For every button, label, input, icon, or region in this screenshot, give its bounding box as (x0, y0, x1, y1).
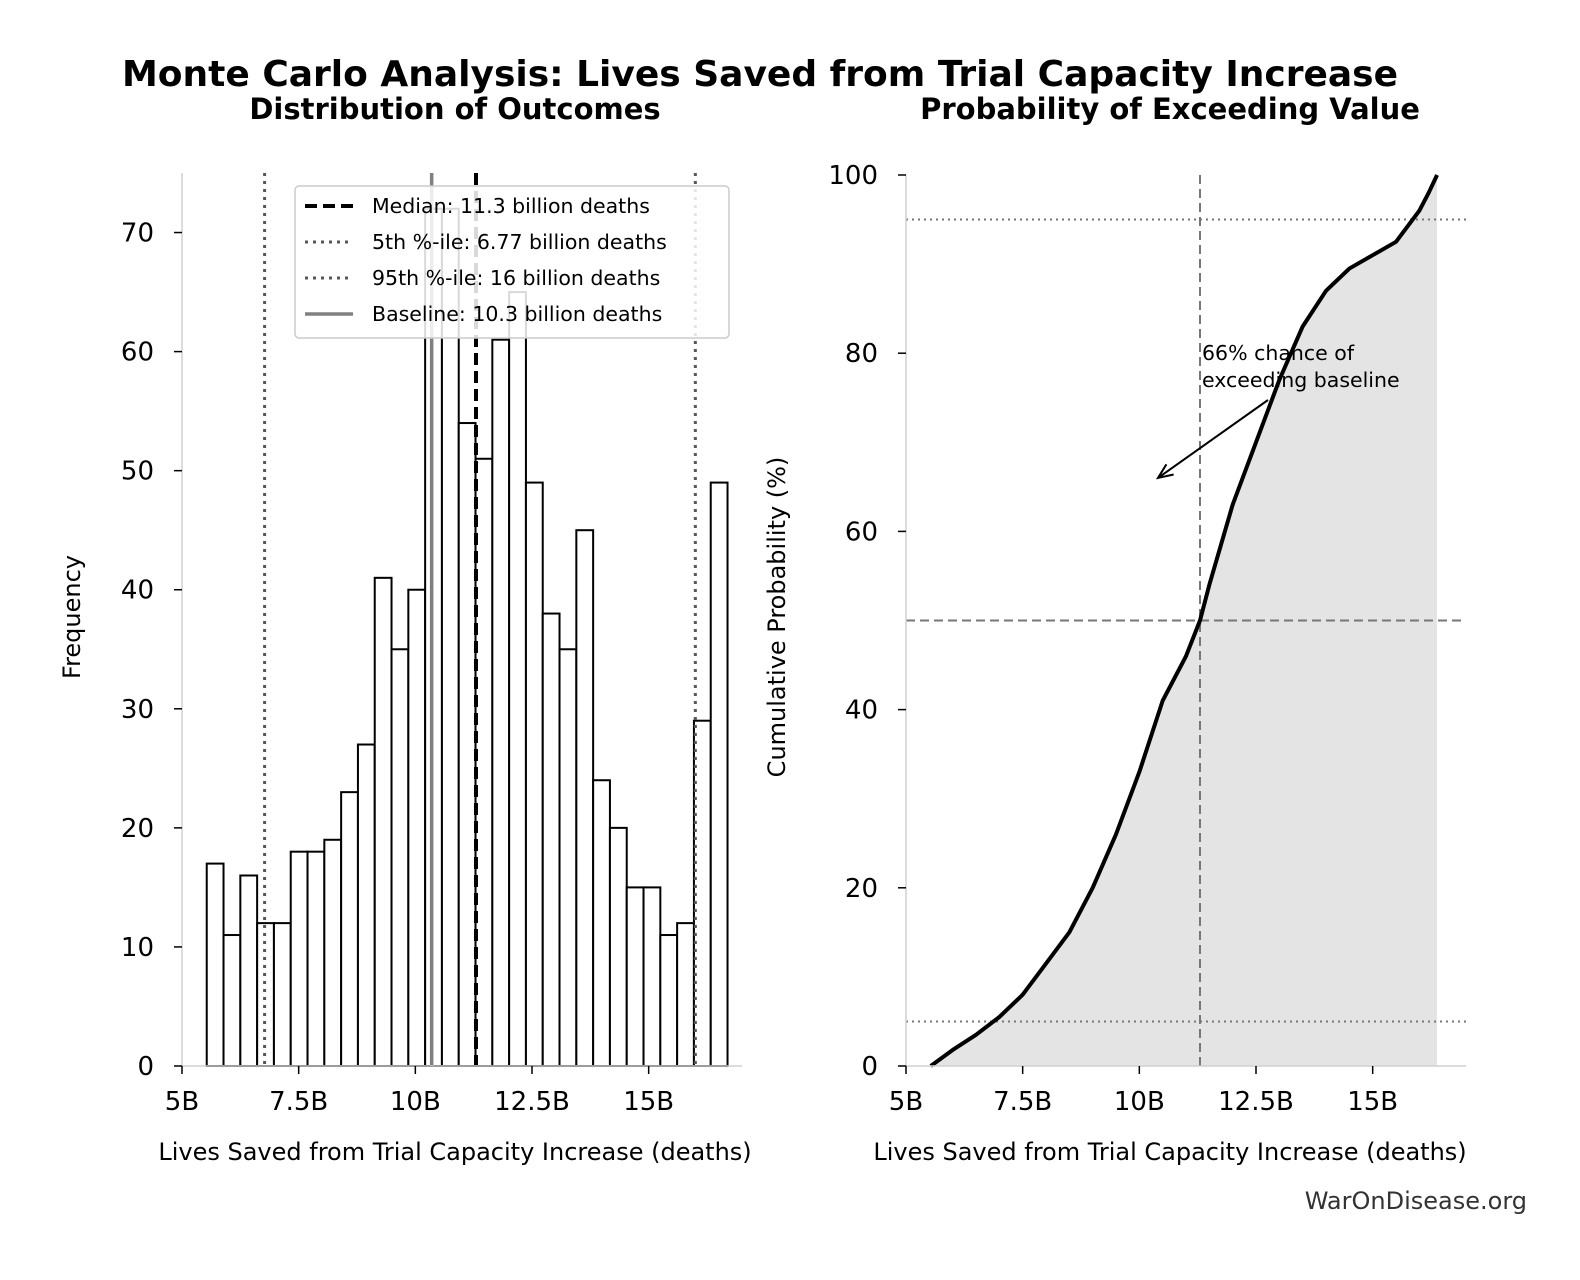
histogram-bar (390, 648, 410, 1067)
legend-label: Baseline: 10.3 billion deaths (372, 302, 662, 326)
x-tick-label: 15B (623, 1087, 674, 1117)
histogram-bar (356, 743, 376, 1068)
y-tick-label: 70 (121, 219, 154, 249)
left-y-axis-label: Frequency (58, 555, 86, 679)
y-tick-label: 20 (845, 874, 878, 904)
right-y-axis-label: Cumulative Probability (%) (763, 457, 791, 778)
legend: Median: 11.3 billion deaths 5th %-ile: 6.… (294, 185, 730, 339)
y-tick-label: 40 (845, 696, 878, 726)
histogram-bar (222, 934, 242, 1067)
y-tick-label: 0 (861, 1052, 878, 1082)
histogram-bar (323, 838, 343, 1067)
histogram-bar (676, 922, 695, 1067)
left-subtitle: Distribution of Outcomes (249, 92, 660, 126)
figure-title: Monte Carlo Analysis: Lives Saved from T… (122, 54, 1398, 95)
histogram-bar (373, 576, 393, 1067)
x-tick-label: 12.5B (494, 1087, 570, 1117)
histogram-bar (256, 922, 275, 1067)
histogram-bar (491, 338, 511, 1067)
x-tick-label: 10B (1114, 1087, 1165, 1117)
x-tick-label: 15B (1347, 1087, 1398, 1117)
right-x-axis-label: Lives Saved from Trial Capacity Increase… (873, 1138, 1466, 1166)
legend-label: 95th %-ile: 16 billion deaths (372, 266, 660, 290)
x-tick-label: 7.5B (993, 1087, 1052, 1117)
histogram-bar (239, 874, 259, 1068)
histogram-bar (407, 588, 427, 1067)
histogram-bar (289, 850, 309, 1067)
histogram-bar (524, 481, 544, 1068)
histogram-bar (642, 886, 662, 1068)
y-tick-label: 50 (121, 457, 154, 487)
cumulative-area (930, 175, 1438, 1066)
histogram-bar (659, 934, 679, 1067)
histogram-bar (205, 862, 225, 1067)
annotation-text: exceeding baseline (1202, 368, 1400, 392)
histogram-bar (558, 648, 578, 1067)
histogram-plot: 0 10 20 30 40 50 60 70 5B 7.5B 10B 12.5B 15B Median: … (121, 173, 742, 1117)
legend-box (294, 185, 730, 339)
x-tick-label: 5B (165, 1087, 199, 1117)
left-x-axis-label: Lives Saved from Trial Capacity Increase… (158, 1138, 751, 1166)
y-tick-label: 60 (121, 338, 154, 368)
x-tick-label: 12.5B (1218, 1087, 1294, 1117)
footer-credit: WarOnDisease.org (1305, 1187, 1527, 1215)
cumulative-line (929, 174, 1439, 1068)
histogram-bar (709, 481, 729, 1068)
x-tick-label: 7.5B (269, 1087, 328, 1117)
histogram-bar (508, 291, 527, 1068)
legend-label: Median: 11.3 billion deaths (372, 194, 650, 218)
right-subtitle: Probability of Exceeding Value (920, 92, 1420, 126)
x-tick-label: 5B (889, 1087, 923, 1117)
y-tick-label: 80 (845, 339, 878, 369)
histogram-bar (608, 826, 628, 1067)
y-tick-label: 30 (121, 695, 154, 725)
annotation-arrowhead (1155, 463, 1174, 480)
y-tick-label: 20 (121, 814, 154, 844)
histogram-bar (575, 529, 595, 1067)
cumulative-plot: 0 20 40 60 80 100 5B 7.5B 10B 12.5B 15B 66% chance … (828, 161, 1466, 1117)
annotation-arrow (1157, 399, 1269, 479)
y-tick-label: 10 (121, 933, 154, 963)
histogram-bar (592, 779, 611, 1067)
histogram-bar (306, 850, 326, 1067)
y-tick-label: 40 (121, 576, 154, 606)
histogram-bar (541, 612, 561, 1068)
histogram-bar (625, 886, 645, 1068)
legend-label: 5th %-ile: 6.77 billion deaths (372, 230, 667, 254)
histogram-bar (457, 422, 477, 1068)
y-tick-label: 0 (137, 1052, 154, 1082)
y-tick-label: 60 (845, 517, 878, 547)
histogram-bar (272, 922, 292, 1067)
histogram-bar (474, 457, 494, 1067)
y-tick-label: 100 (828, 161, 878, 191)
x-tick-label: 10B (390, 1087, 441, 1117)
annotation-text: 66% chance of (1202, 341, 1355, 365)
histogram-bar (340, 791, 359, 1067)
